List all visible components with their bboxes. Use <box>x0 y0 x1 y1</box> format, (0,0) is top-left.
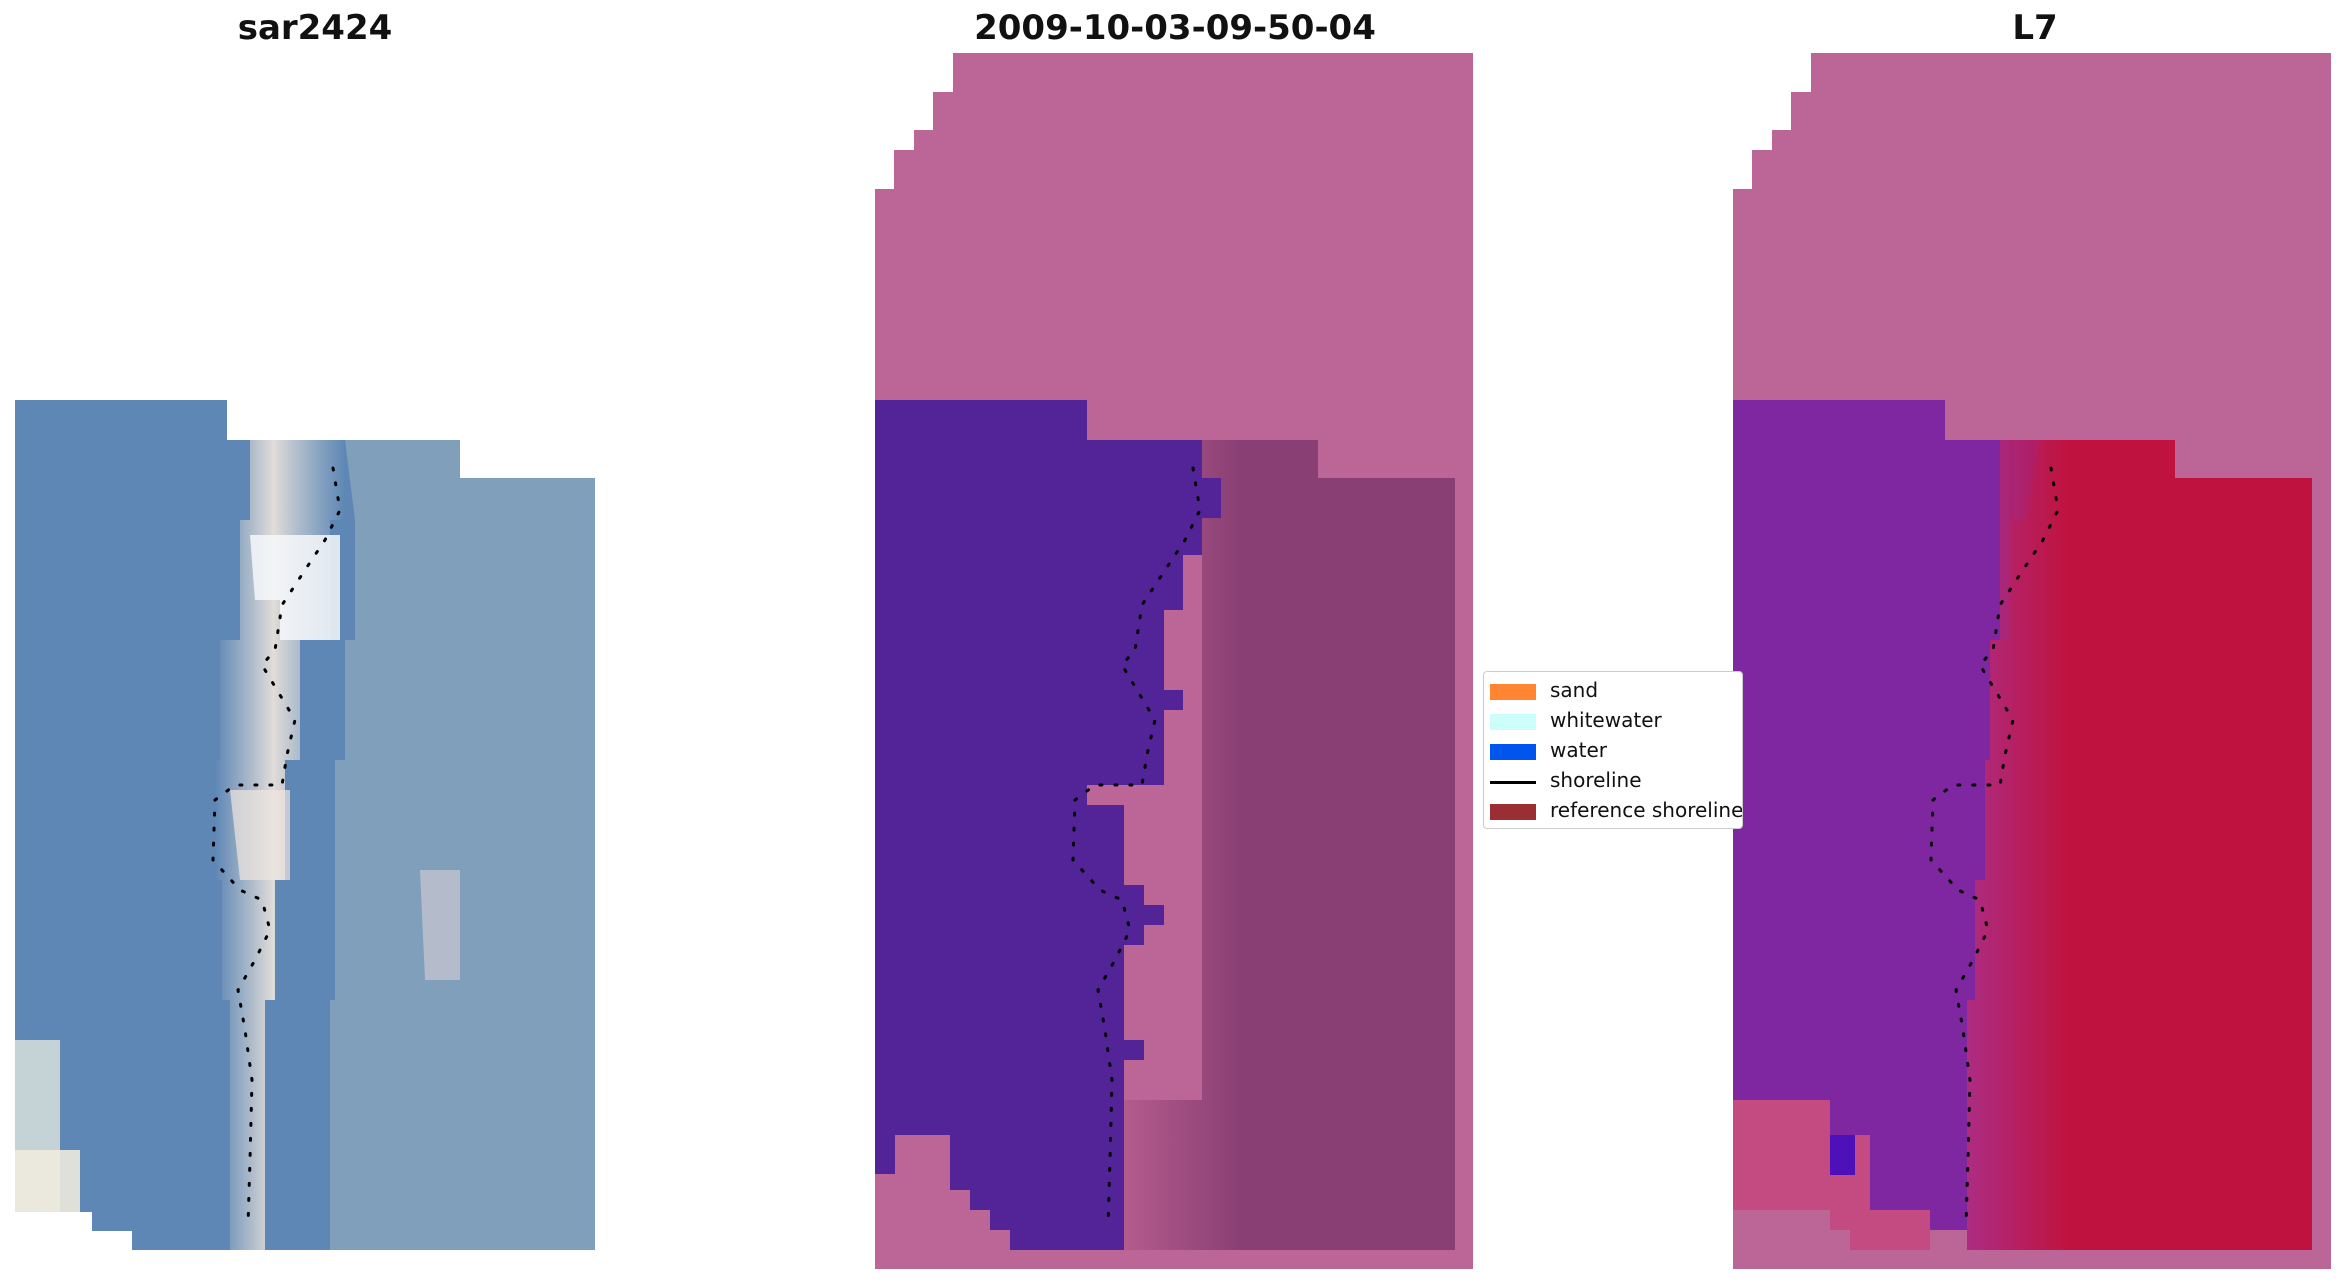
legend-label: whitewater <box>1550 708 1662 732</box>
legend-label: water <box>1550 738 1607 762</box>
shoreline-line-swatch <box>1490 781 1536 784</box>
rgb-bright-patch <box>250 535 340 640</box>
water-class-area <box>875 400 1221 1250</box>
red-edge-index <box>1967 440 2070 1250</box>
land-edge-classified <box>1102 440 1240 1250</box>
rgb-strip <box>420 870 460 980</box>
legend-item-whitewater: whitewater <box>1484 706 1742 736</box>
legend-item-shoreline: shoreline <box>1484 766 1742 796</box>
reference-shoreline-swatch <box>1490 804 1536 820</box>
purple-index-area <box>1733 400 2040 1250</box>
classified-image <box>875 53 1473 1269</box>
rgb-image <box>15 400 595 1250</box>
sand-swatch <box>1490 684 1536 700</box>
legend-item-reference-shoreline: reference shoreline <box>1484 796 1742 826</box>
panel-title-classified: 2009-10-03-09-50-04 <box>974 8 1376 48</box>
legend: sand whitewater water shoreline referenc… <box>1483 671 1743 829</box>
panel-title-index: L7 <box>2012 8 2058 48</box>
index-image <box>1733 53 2331 1269</box>
legend-label: reference shoreline <box>1550 798 1743 822</box>
panel-title-rgb: sar2424 <box>237 8 393 48</box>
water-swatch <box>1490 744 1536 760</box>
rgb-white-corner-2 <box>15 1150 80 1212</box>
legend-item-sand: sand <box>1484 676 1742 706</box>
rgb-bright-patch-2 <box>230 790 290 880</box>
whitewater-swatch <box>1490 714 1536 730</box>
legend-item-water: water <box>1484 736 1742 766</box>
dark-blue-patch <box>1830 1135 1855 1175</box>
rgb-inland-grey <box>330 440 595 1250</box>
legend-label: shoreline <box>1550 768 1642 792</box>
legend-label: sand <box>1550 678 1599 702</box>
land-zone-classified <box>1102 440 1455 1250</box>
